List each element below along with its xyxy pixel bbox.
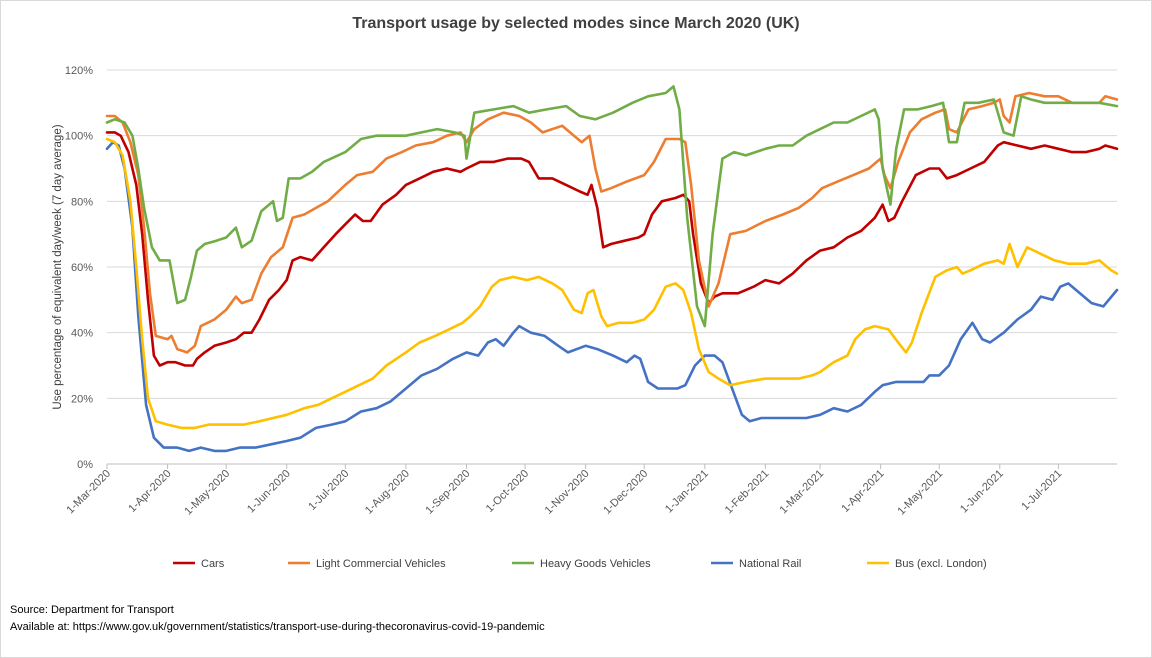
series-line-heavy-goods-vehicles: [105, 85, 1119, 328]
source-url-line: Available at: https://www.gov.uk/governm…: [10, 621, 545, 633]
y-axis-label: Use percentage of equivalent day/week (7…: [52, 124, 64, 409]
x-tick-label: 1-Jan-2021: [663, 468, 711, 516]
series-lines: [105, 85, 1119, 453]
x-tick-label: 1-Oct-2020: [484, 468, 531, 515]
y-tick-label: 40%: [71, 328, 93, 340]
x-tick-label: 1-Nov-2020: [543, 468, 592, 517]
source-line: Source: Department for Transport: [10, 604, 174, 616]
y-tick-label: 60%: [71, 262, 93, 274]
y-tick-label: 20%: [71, 393, 93, 405]
series-line-national-rail: [105, 140, 1119, 453]
series-line-light-commercial-vehicles: [105, 91, 1119, 354]
legend: Cars Light Commercial Vehicles Heavy Goods…: [173, 558, 987, 570]
y-tick-label: 0%: [77, 459, 93, 471]
y-tick-label: 100%: [65, 131, 93, 143]
x-tick-label: 1-Aug-2020: [363, 468, 412, 517]
gridlines: [107, 69, 1117, 399]
x-tick-label: 1-Jun-2020: [245, 468, 293, 516]
x-tick-label: 1-Mar-2021: [777, 468, 826, 517]
x-tick-label: 1-Dec-2020: [601, 468, 650, 517]
series-line-bus-excl-london: [105, 137, 1119, 430]
x-tick-label: 1-Apr-2021: [839, 468, 886, 515]
legend-entry: Bus (excl. London): [895, 558, 987, 570]
legend-entry: National Rail: [739, 558, 801, 570]
x-tick-label: 1-Feb-2021: [723, 468, 772, 517]
x-tick-label: 1-Apr-2020: [126, 468, 173, 515]
chart-title: Transport usage by selected modes since …: [352, 15, 799, 32]
legend-entry: Cars: [201, 558, 225, 570]
x-tick-label: 1-Sep-2020: [423, 468, 472, 517]
x-tick-label: 1-Jul-2020: [306, 468, 351, 513]
y-tick-label: 120%: [65, 65, 93, 77]
legend-entry: Light Commercial Vehicles: [316, 558, 446, 570]
legend-entry: Heavy Goods Vehicles: [540, 558, 651, 570]
x-tick-label: 1-Mar-2020: [64, 468, 113, 517]
x-tick-label: 1-Jul-2021: [1019, 468, 1064, 513]
y-tick-label: 80%: [71, 196, 93, 208]
series-line-cars: [105, 131, 1119, 367]
x-tick-label: 1-May-2020: [182, 468, 232, 518]
x-tick-label: 1-May-2021: [895, 468, 945, 518]
x-tick-label: 1-Jun-2021: [958, 468, 1006, 516]
